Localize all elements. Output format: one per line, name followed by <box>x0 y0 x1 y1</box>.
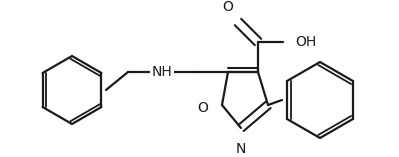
Text: OH: OH <box>295 35 316 49</box>
Text: O: O <box>197 101 208 115</box>
Text: NH: NH <box>152 65 172 79</box>
Text: N: N <box>236 142 246 156</box>
Text: O: O <box>223 0 233 14</box>
